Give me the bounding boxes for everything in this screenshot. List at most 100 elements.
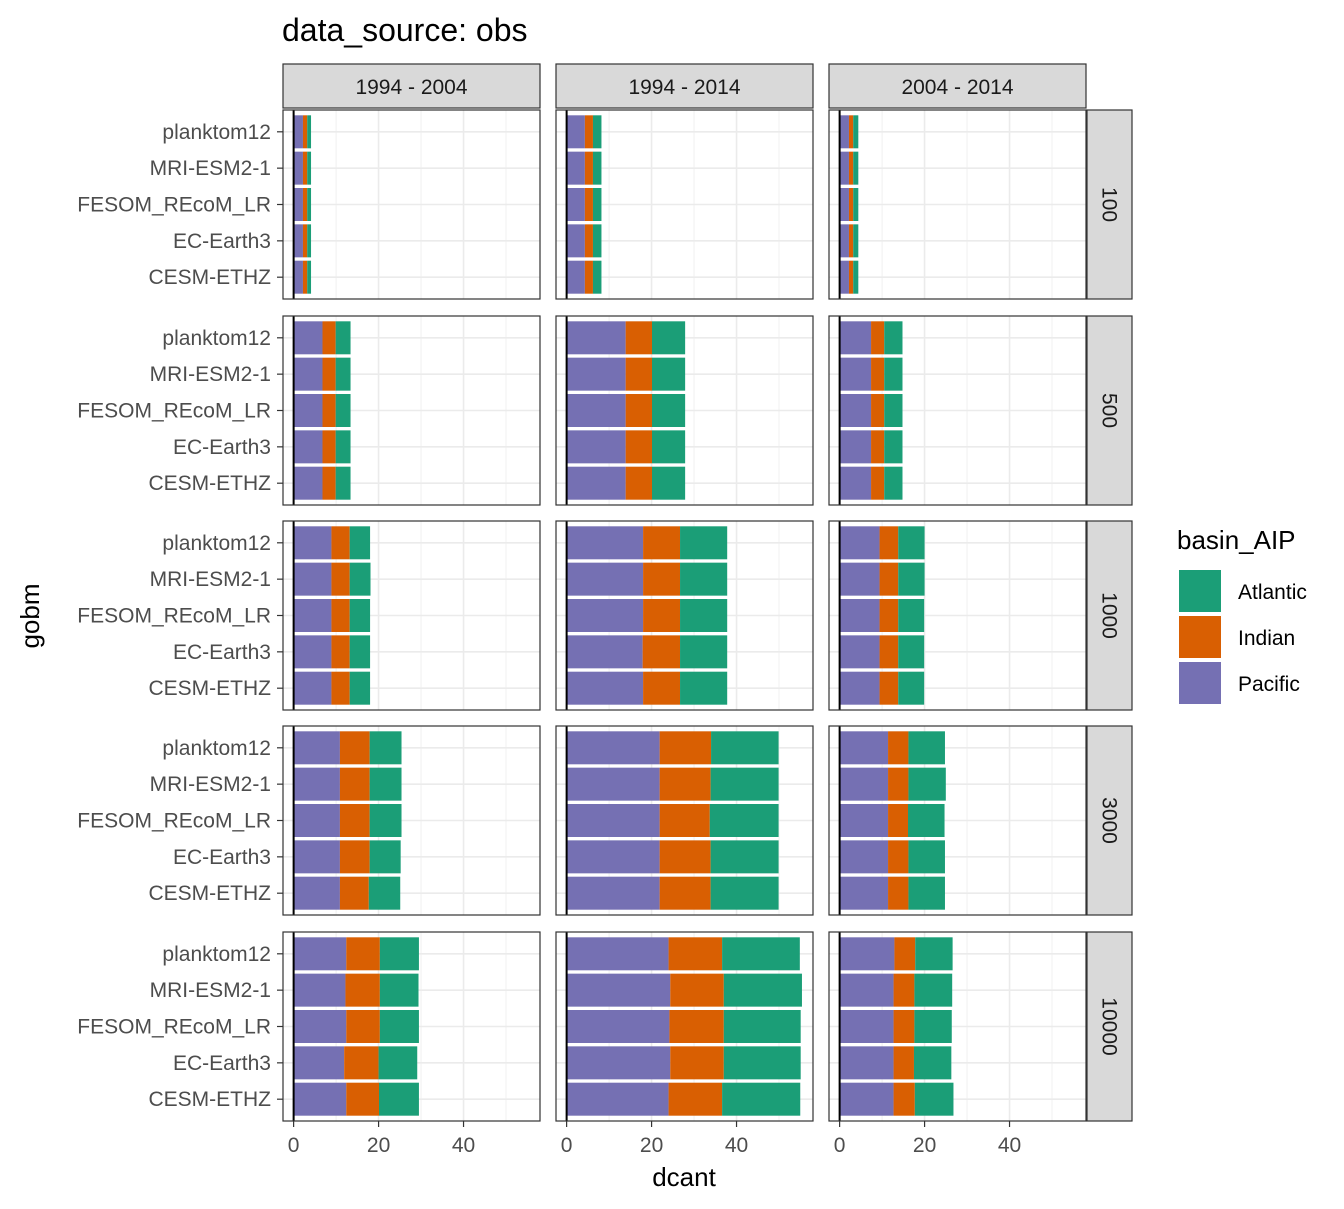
bar-segment-atlantic — [853, 151, 859, 185]
bar-segment-indian — [339, 804, 370, 837]
y-tick-label: planktom12 — [162, 737, 271, 760]
column-strip: 2004 - 2014 — [828, 63, 1087, 109]
row-strip-background — [1086, 931, 1133, 1122]
bar-segment-pacific — [839, 115, 849, 149]
bar-segment-indian — [893, 1082, 915, 1116]
bar-segment-pacific — [566, 394, 626, 427]
bar-segment-atlantic — [711, 731, 779, 765]
bar-segment-indian — [322, 394, 336, 427]
bar-segment-indian — [584, 224, 593, 258]
bar-segment-pacific — [839, 973, 894, 1007]
bar-segment-atlantic — [379, 1010, 419, 1043]
bar-segment-indian — [659, 804, 710, 837]
bar-segment-atlantic — [652, 357, 686, 391]
bar-segment-indian — [331, 671, 350, 705]
panel-border — [555, 520, 814, 711]
bar-segment-atlantic — [680, 635, 728, 669]
legend-entry-pacific: Pacific — [1179, 662, 1300, 704]
bar-segment-atlantic — [592, 260, 602, 294]
bar-segment-atlantic — [592, 224, 602, 258]
bar-segment-atlantic — [680, 599, 728, 632]
bar-segment-indian — [584, 151, 593, 185]
row-strip-label: 10000 — [1098, 997, 1121, 1055]
row-strip-label: 500 — [1098, 393, 1121, 428]
bar-segment-pacific — [566, 973, 671, 1007]
row-strip-background — [1086, 725, 1133, 916]
y-tick-label: FESOM_REcoM_LR — [77, 605, 271, 628]
y-tick-label: planktom12 — [162, 327, 271, 350]
y-tick-label: CESM-ETHZ — [149, 472, 272, 495]
bar-segment-atlantic — [379, 1082, 419, 1116]
bar-segment-atlantic — [680, 671, 728, 705]
bar-segment-indian — [625, 357, 653, 391]
bar-segment-indian — [668, 1082, 723, 1116]
bar-segment-pacific — [839, 562, 880, 596]
bar-segment-pacific — [293, 115, 303, 149]
bar-segment-indian — [894, 937, 916, 971]
bar-segment-indian — [322, 357, 336, 391]
facet-panel — [828, 931, 1087, 1122]
bar-segment-pacific — [293, 767, 340, 801]
bar-segment-indian — [879, 599, 899, 632]
bar-segment-indian — [848, 115, 854, 149]
bar-segment-indian — [879, 562, 899, 596]
bar-segment-indian — [346, 1082, 380, 1116]
bar-segment-pacific — [293, 1046, 345, 1080]
bar-segment-pacific — [839, 804, 889, 837]
bar-segment-atlantic — [710, 767, 779, 801]
row-strip-label: 100 — [1098, 187, 1121, 222]
bar-segment-indian — [584, 260, 593, 294]
bar-segment-atlantic — [914, 973, 953, 1007]
bar-segment-indian — [888, 731, 909, 765]
facet-panel — [282, 315, 541, 506]
legend-key — [1179, 616, 1221, 658]
bar-segment-indian — [302, 188, 308, 221]
y-tick-label: FESOM_REcoM_LR — [77, 810, 271, 833]
bar-segment-pacific — [293, 937, 347, 971]
bar-segment-indian — [879, 671, 899, 705]
bar-segment-indian — [331, 562, 350, 596]
bar-segment-atlantic — [898, 635, 925, 669]
bar-segment-atlantic — [908, 840, 945, 874]
bar-segment-indian — [879, 526, 899, 560]
bar-segment-atlantic — [378, 1046, 418, 1080]
bar-segment-pacific — [293, 260, 303, 294]
bar-segment-indian — [642, 635, 681, 669]
bar-segment-pacific — [293, 466, 323, 500]
bar-segment-atlantic — [908, 804, 945, 837]
bar-segment-pacific — [293, 357, 323, 391]
bar-segment-atlantic — [335, 430, 351, 464]
column-strip: 1994 - 2014 — [555, 63, 814, 109]
bar-segment-indian — [848, 224, 854, 258]
bar-segment-atlantic — [592, 151, 602, 185]
bar-segment-atlantic — [884, 394, 903, 427]
y-tick-label: EC-Earth3 — [173, 436, 271, 459]
bar-segment-atlantic — [349, 526, 371, 560]
y-tick-label: MRI-ESM2-1 — [150, 979, 271, 1002]
bar-segment-pacific — [293, 526, 332, 560]
bar-segment-indian — [893, 1046, 914, 1080]
bar-segment-indian — [331, 526, 350, 560]
x-tick-label: 0 — [288, 1134, 300, 1157]
bar-segment-pacific — [566, 357, 626, 391]
x-tick-label: 0 — [834, 1134, 846, 1157]
bar-segment-indian — [670, 973, 724, 1007]
bar-segment-indian — [322, 321, 336, 355]
column-strip-background — [555, 63, 814, 109]
bar-segment-pacific — [839, 430, 872, 464]
bar-segment-atlantic — [680, 562, 728, 596]
bar-segment-pacific — [566, 1046, 671, 1080]
bar-segment-pacific — [839, 937, 895, 971]
y-tick-label: FESOM_REcoM_LR — [77, 400, 271, 423]
x-axis-title: dcant — [652, 1162, 716, 1192]
bar-segment-atlantic — [723, 1046, 801, 1080]
bar-segment-pacific — [839, 260, 849, 294]
bar-segment-indian — [339, 767, 370, 801]
bar-segment-indian — [643, 671, 681, 705]
bar-segment-indian — [888, 840, 909, 874]
bar-segment-atlantic — [652, 321, 686, 355]
bar-segment-indian — [339, 840, 370, 874]
row-strip-background — [1086, 520, 1133, 711]
bar-segment-pacific — [839, 840, 889, 874]
panel-border — [555, 931, 814, 1122]
